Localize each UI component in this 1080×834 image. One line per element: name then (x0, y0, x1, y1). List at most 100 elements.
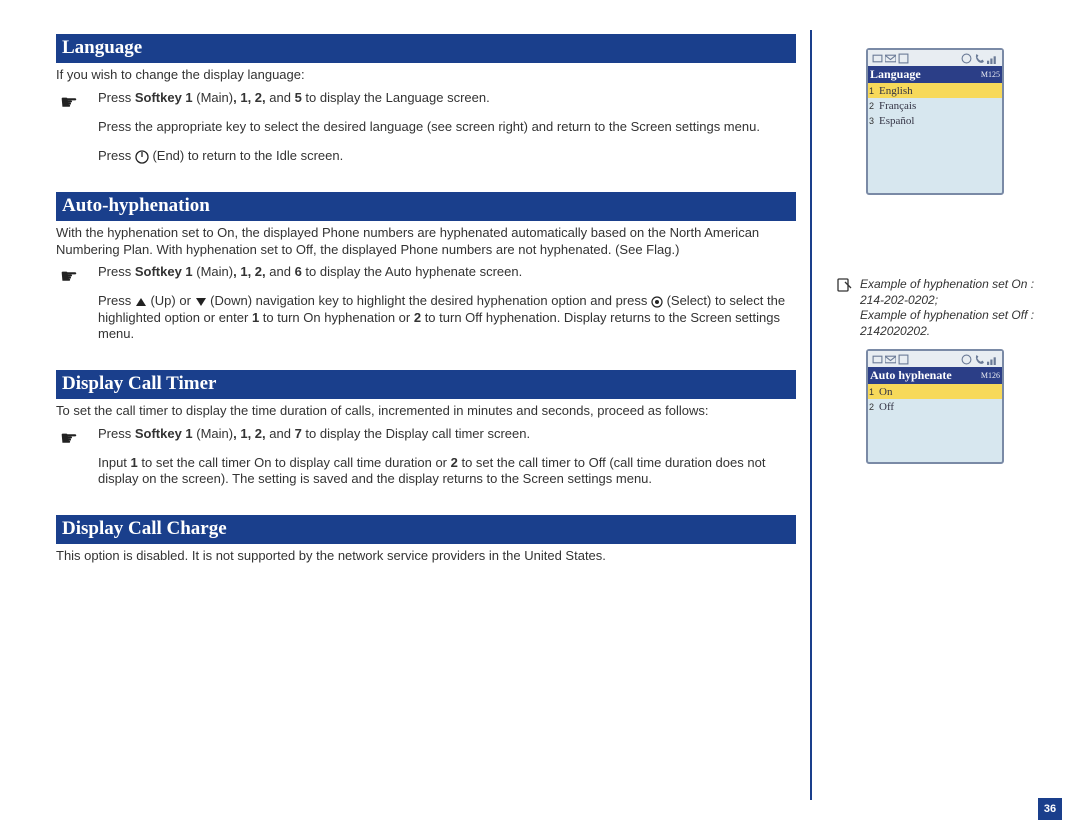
page-number: 36 (1038, 798, 1062, 820)
txt-bold: 7 (295, 426, 302, 441)
menu-num: 2 (869, 402, 877, 412)
phone-menu: 1English 2Français 3Español (868, 83, 1002, 193)
txt: to turn On hyphenation or (259, 310, 414, 325)
timer-step: ☛ Press Softkey 1 (Main), 1, 2, and 7 to… (56, 426, 796, 451)
pointer-icon: ☛ (56, 264, 98, 289)
language-step: ☛ Press Softkey 1 (Main), 1, 2, and 5 to… (56, 90, 796, 115)
menu-label: English (877, 85, 913, 97)
menu-label: Español (877, 115, 914, 127)
txt-bold: Softkey 1 (135, 426, 193, 441)
txt: and (266, 426, 295, 441)
down-arrow-icon (195, 297, 207, 307)
menu-item: 2Off (868, 399, 1002, 414)
status-icon (898, 53, 909, 64)
txt: Press (98, 293, 135, 308)
txt: Input (98, 455, 131, 470)
txt: Press (98, 148, 135, 163)
manual-page: Language If you wish to change the displ… (0, 0, 1080, 834)
txt-bold: 2 (451, 455, 458, 470)
language-sub1: Press the appropriate key to select the … (98, 119, 796, 136)
right-column: Language M125 1English 2Français 3Españo… (830, 48, 1040, 480)
txt: (Main) (193, 426, 233, 441)
section-header-language: Language (56, 34, 796, 63)
auto-step-text: Press Softkey 1 (Main), 1, 2, and 6 to d… (98, 264, 796, 289)
txt-bold: Softkey 1 (135, 264, 193, 279)
phone-mock-autohyphen: Auto hyphenate M126 1On 2Off (866, 349, 1004, 464)
up-arrow-icon (135, 297, 147, 307)
txt-bold: , 1, 2, (233, 426, 266, 441)
timer-step-text: Press Softkey 1 (Main), 1, 2, and 7 to d… (98, 426, 796, 451)
menu-item: 3Español (868, 113, 1002, 128)
language-intro: If you wish to change the display langua… (56, 67, 796, 84)
txt-bold: 1 (131, 455, 138, 470)
phone-title-text: Auto hyphenate (870, 368, 952, 383)
txt: to set the call timer On to display call… (138, 455, 451, 470)
phone-title-text: Language (870, 67, 921, 82)
status-icon (961, 53, 972, 64)
menu-num: 2 (869, 101, 877, 111)
txt: (Main) (193, 264, 233, 279)
txt-bold: , 1, 2, (233, 264, 266, 279)
note-icon (836, 277, 852, 293)
txt-bold: 2 (414, 310, 421, 325)
section-header-autohyphen: Auto-hyphenation (56, 192, 796, 221)
select-icon (651, 296, 663, 308)
phone-code: M125 (981, 70, 1000, 79)
txt: to display the Display call timer screen… (302, 426, 530, 441)
charge-intro: This option is disabled. It is not suppo… (56, 548, 796, 565)
txt-bold: , 1, 2, (233, 90, 266, 105)
menu-num: 3 (869, 116, 877, 126)
auto-intro: With the hyphenation set to On, the disp… (56, 225, 796, 258)
menu-item: 2Français (868, 98, 1002, 113)
txt: Press (98, 264, 135, 279)
phone-title-bar: Language M125 (868, 66, 1002, 83)
txt-bold: 5 (295, 90, 302, 105)
phone-menu: 1On 2Off (868, 384, 1002, 462)
txt-bold: 6 (295, 264, 302, 279)
section-header-timer: Display Call Timer (56, 370, 796, 399)
auto-step: ☛ Press Softkey 1 (Main), 1, 2, and 6 to… (56, 264, 796, 289)
txt: to display the Language screen. (302, 90, 490, 105)
status-icon (898, 354, 909, 365)
txt: to display the Auto hyphenate screen. (302, 264, 522, 279)
menu-label: Off (877, 401, 894, 413)
phone-title-bar: Auto hyphenate M126 (868, 367, 1002, 384)
txt: (Up) or (147, 293, 195, 308)
txt: (Main) (193, 90, 233, 105)
menu-item: 1English (868, 83, 1002, 98)
hyphenation-note: Example of hyphenation set On : 214-202-… (836, 277, 1040, 339)
auto-sub: Press (Up) or (Down) navigation key to h… (98, 293, 796, 343)
txt: Press (98, 90, 135, 105)
signal-icon (987, 354, 998, 365)
menu-item: 1On (868, 384, 1002, 399)
txt: Press (98, 426, 135, 441)
phone-mock-language: Language M125 1English 2Français 3Españo… (866, 48, 1004, 195)
vertical-divider (810, 30, 812, 800)
end-key-icon (135, 150, 149, 164)
phone-icon (974, 354, 985, 365)
txt: and (266, 264, 295, 279)
txt-bold: Softkey 1 (135, 90, 193, 105)
txt: and (266, 90, 295, 105)
language-sub2: Press (End) to return to the Idle screen… (98, 148, 796, 165)
mail-icon (885, 53, 896, 64)
section-header-charge: Display Call Charge (56, 515, 796, 544)
phone-status-bar (868, 351, 1002, 367)
mail-icon (885, 354, 896, 365)
status-icon (872, 53, 883, 64)
phone-code: M126 (981, 371, 1000, 380)
note-text: Example of hyphenation set On : 214-202-… (860, 277, 1040, 339)
language-step-text: Press Softkey 1 (Main), 1, 2, and 5 to d… (98, 90, 796, 115)
status-icon (872, 354, 883, 365)
phone-status-bar (868, 50, 1002, 66)
timer-intro: To set the call timer to display the tim… (56, 403, 796, 420)
timer-sub: Input 1 to set the call timer On to disp… (98, 455, 796, 488)
phone-icon (974, 53, 985, 64)
txt: (End) to return to the Idle screen. (149, 148, 343, 163)
menu-label: Français (877, 100, 916, 112)
main-column: Language If you wish to change the displ… (56, 34, 796, 565)
pointer-icon: ☛ (56, 426, 98, 451)
menu-label: On (877, 386, 892, 398)
status-icon (961, 354, 972, 365)
pointer-icon: ☛ (56, 90, 98, 115)
